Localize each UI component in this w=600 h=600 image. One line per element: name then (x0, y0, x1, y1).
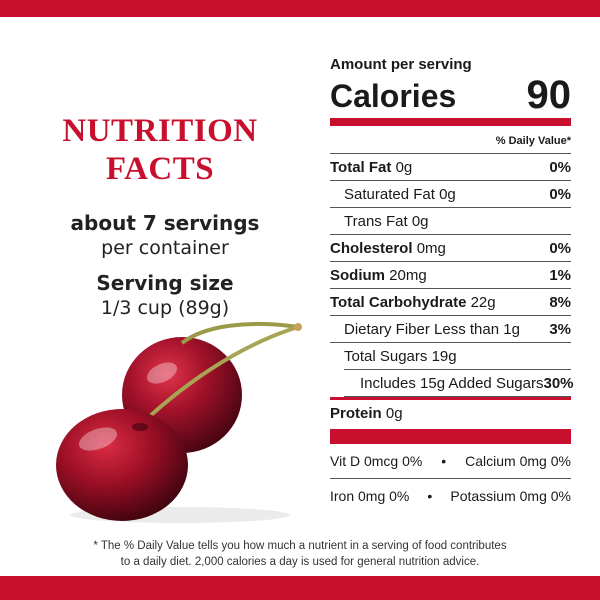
nutrient-amount: 0g (411, 212, 429, 230)
nutrient-row-dietary-fiber: Dietary Fiber Less than 1g 3% (330, 316, 571, 343)
nutrient-row-protein: Protein 0g (330, 400, 571, 426)
nutrient-row-total-carbohydrate: Total Carbohydrate 22g 8% (330, 289, 571, 316)
servings-count: about 7 servings (70, 211, 260, 235)
vitamin-row-1: Vit D 0mcg 0% • Calcium 0mg 0% (330, 444, 571, 479)
nutrient-name: Trans Fat (344, 212, 408, 230)
footnote-line-1: * The % Daily Value tells you how much a… (93, 540, 507, 552)
calories-label: Calories (330, 78, 457, 114)
nutrient-amount: 20mg (389, 266, 427, 284)
nutrient-row-saturated-fat: Saturated Fat 0g 0% (330, 181, 571, 208)
calories-value: 90 (526, 73, 572, 117)
nutrient-name: Includes 15g Added Sugars (360, 374, 544, 392)
daily-value-header: % Daily Value* (330, 126, 571, 154)
nutrient-row-total-fat: Total Fat 0g 0% (330, 154, 571, 181)
nutrient-row-trans-fat: Trans Fat 0g (330, 208, 571, 235)
nutrient-amount: 0g (439, 185, 456, 203)
nutrient-name: Total Fat (330, 158, 392, 176)
vitamin-d: Vit D 0mcg 0% (330, 453, 423, 469)
calcium: Calcium 0mg 0% (465, 453, 571, 469)
protein-divider (330, 397, 571, 400)
top-red-band (0, 0, 600, 17)
nutrient-dv: 0% (549, 239, 571, 257)
added-sugars-wrap: Includes 15g Added Sugars 30% (330, 369, 574, 397)
nutrient-amount: 22g (470, 293, 496, 311)
nutrient-dv: 0% (549, 158, 571, 176)
bullet-separator: • (427, 488, 433, 504)
nutrient-row-cholesterol: Cholesterol 0mg 0% (330, 235, 571, 262)
daily-value-footnote: * The % Daily Value tells you how much a… (40, 538, 560, 570)
nutrient-name: Total Sugars (344, 347, 428, 365)
nutrient-dv: 0% (549, 185, 571, 203)
nutrient-row-sodium: Sodium 20mg 1% (330, 262, 571, 289)
nutrient-name: Cholesterol (330, 239, 413, 257)
servings-per-container: per container (101, 237, 229, 259)
nutrient-dv: 1% (549, 266, 571, 284)
amount-per-serving: Amount per serving (330, 56, 472, 73)
heading-line-1: NUTRITION (62, 113, 258, 149)
cherries-image (56, 322, 302, 523)
nutrient-amount: Less than 1g (434, 320, 520, 338)
nutrient-amount: 0g (395, 158, 413, 176)
iron: Iron 0mg 0% (330, 488, 410, 504)
serving-size-label: Serving size (96, 271, 234, 295)
calories-row: Calories 90 (330, 74, 571, 116)
nutrient-amount: 0mg (416, 239, 446, 257)
vitamins-divider (330, 429, 571, 444)
nutrition-panel: Amount per serving Calories 90 % Daily V… (330, 56, 574, 513)
nutrient-row-added-sugars: Includes 15g Added Sugars 30% (344, 369, 574, 397)
serving-size-value: 1/3 cup (89g) (100, 297, 230, 319)
nutrient-name: Dietary Fiber (344, 320, 430, 338)
nutrient-amount: 0g (385, 404, 403, 422)
nutrient-name: Saturated Fat (344, 185, 435, 203)
nutrient-dv: 30% (543, 374, 574, 392)
nutrient-dv: 3% (549, 320, 571, 338)
footnote-line-2: to a daily diet. 2,000 calories a day is… (120, 556, 480, 568)
calories-divider (330, 118, 571, 126)
nutrient-amount: 19g (431, 347, 457, 365)
nutrient-name: Total Carbohydrate (330, 293, 467, 311)
nutrient-row-total-sugars: Total Sugars 19g (330, 343, 571, 369)
nutrient-name: Sodium (330, 266, 385, 284)
potassium: Potassium 0mg 0% (450, 488, 571, 504)
heading-line-2: FACTS (105, 151, 215, 187)
nutrient-name: Protein (330, 404, 382, 422)
servings-info: about 7 servings per container Serving s… (40, 210, 290, 320)
vitamin-row-2: Iron 0mg 0% • Potassium 0mg 0% (330, 479, 571, 513)
bullet-separator: • (441, 453, 447, 469)
bottom-red-band (0, 576, 600, 600)
nutrition-facts-heading: NUTRITION FACTS (30, 112, 290, 188)
nutrient-dv: 8% (549, 293, 571, 311)
